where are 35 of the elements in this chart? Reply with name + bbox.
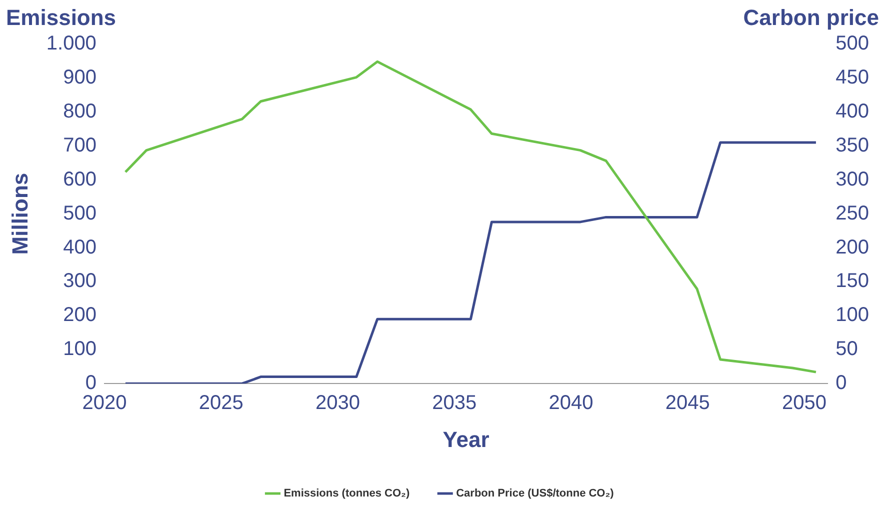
y-tick-label: 500 — [63, 202, 96, 224]
y2-tick-label: 400 — [836, 100, 870, 122]
y-tick-label: 1.000 — [46, 32, 96, 55]
x-axis-title: Year — [442, 426, 490, 452]
x-tick-label: 2040 — [548, 392, 594, 414]
y-axis-title: Millions — [7, 172, 32, 255]
y2-axis-title: Carbon price — [743, 5, 879, 30]
y-tick-label: 700 — [63, 134, 96, 156]
y-tick-label: 100 — [63, 338, 96, 360]
y2-tick-label: 450 — [836, 66, 870, 88]
y-tick-label: 400 — [63, 236, 96, 258]
y-tick-label: 0 — [85, 372, 96, 394]
x-tick-label: 2025 — [198, 392, 244, 414]
y2-tick-label: 0 — [836, 372, 847, 394]
y-tick-label: 600 — [63, 168, 96, 190]
x-tick-label: 2030 — [315, 392, 360, 414]
y2-tick-label: 500 — [836, 32, 870, 55]
x-tick-label: 2035 — [432, 392, 477, 414]
y2-tick-label: 300 — [836, 168, 870, 190]
x-tick-label: 2045 — [665, 392, 710, 414]
y2-tick-label: 150 — [836, 270, 870, 292]
chart-title: Emissions — [6, 5, 116, 30]
y2-tick-label: 200 — [836, 236, 870, 258]
y2-tick-label: 100 — [836, 304, 870, 326]
legend-label: Emissions (tonnes CO₂) — [284, 488, 410, 500]
y-tick-label: 300 — [63, 270, 96, 292]
y2-tick-label: 250 — [836, 202, 870, 224]
y-tick-label: 800 — [63, 100, 96, 122]
legend-label: Carbon Price (US$/tonne CO₂) — [456, 488, 614, 500]
y2-tick-label: 50 — [836, 338, 858, 360]
y-tick-label: 900 — [63, 66, 96, 88]
x-tick-label: 2020 — [82, 392, 127, 414]
x-tick-label: 2050 — [782, 392, 827, 414]
y2-tick-label: 350 — [836, 134, 870, 156]
y-tick-label: 200 — [63, 304, 96, 326]
